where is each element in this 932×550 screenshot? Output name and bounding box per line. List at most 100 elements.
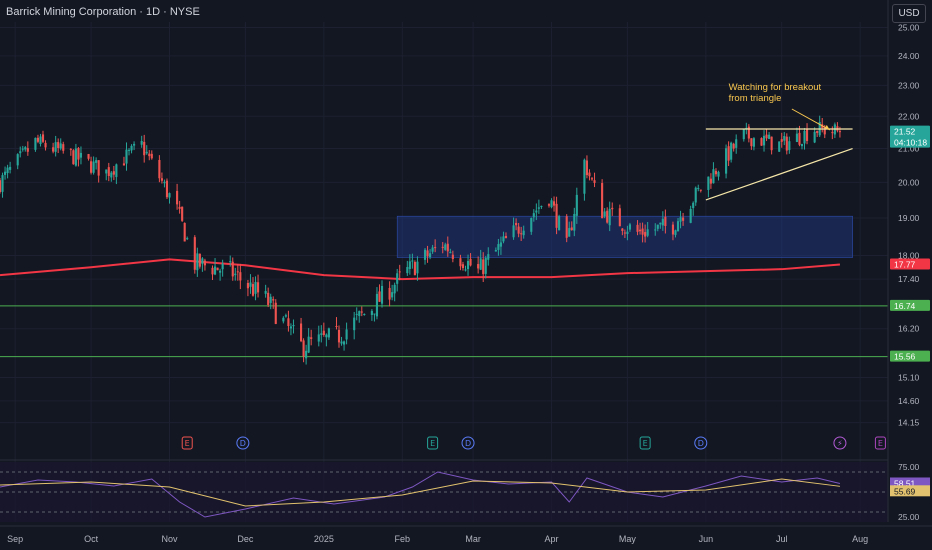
candle [57, 138, 60, 154]
candle [694, 186, 697, 206]
annotation-arrow-head [824, 125, 830, 130]
price-axis-label: 23.00 [898, 80, 920, 90]
candle [575, 187, 578, 224]
candle [730, 141, 733, 163]
candle [105, 169, 108, 181]
candle [411, 253, 414, 269]
candle [26, 141, 29, 156]
candle [679, 210, 682, 229]
candle [570, 221, 573, 231]
candle [246, 279, 249, 297]
rsi-axis-label: 25.00 [898, 512, 920, 522]
candle [320, 325, 323, 343]
candle [92, 156, 95, 175]
candle [221, 259, 224, 277]
candle [353, 311, 356, 340]
candle [780, 132, 783, 148]
candle [499, 236, 502, 255]
candle [264, 284, 267, 298]
candle [795, 127, 798, 143]
candle [229, 255, 232, 267]
candle [836, 122, 839, 133]
candle [725, 144, 728, 179]
candle [707, 176, 710, 198]
candle [588, 169, 591, 181]
candle [628, 222, 632, 232]
candle [464, 265, 467, 272]
candle [601, 179, 604, 219]
candle [674, 229, 677, 238]
candle [762, 130, 766, 152]
price-axis-label: 14.15 [898, 418, 920, 428]
candle [608, 201, 611, 232]
currency-button[interactable]: USD [892, 4, 926, 23]
candle [484, 255, 487, 279]
rsi-line [0, 471, 841, 518]
candle [24, 146, 27, 152]
candle [742, 129, 745, 142]
time-axis-label: Dec [237, 534, 254, 544]
candle [646, 222, 649, 238]
candle [714, 168, 718, 177]
candle [813, 127, 816, 144]
candle [449, 248, 452, 254]
candle [434, 239, 437, 253]
candle [163, 179, 166, 188]
candle [289, 323, 293, 336]
candle [391, 284, 394, 301]
price-axis-label: 24.00 [898, 51, 920, 61]
candle [788, 136, 791, 154]
candle [426, 245, 429, 263]
candle [540, 205, 543, 209]
candle [201, 257, 204, 272]
candle [732, 142, 735, 152]
candle [671, 221, 675, 241]
candle [160, 172, 163, 184]
candle [618, 204, 621, 227]
candle [158, 155, 161, 183]
svg-text:⚡: ⚡ [837, 439, 843, 448]
candle [393, 282, 396, 302]
candle [299, 317, 303, 343]
candle [292, 319, 295, 334]
candle [459, 254, 462, 271]
candle [198, 253, 201, 269]
time-axis-label: 2025 [314, 534, 334, 544]
support-upper-tag-bg [890, 299, 930, 311]
price-axis-label: 20.00 [898, 177, 920, 187]
candle [249, 274, 252, 294]
candle [269, 293, 272, 310]
event-marker-earnings: E [427, 436, 439, 450]
candle [606, 207, 609, 224]
time-axis-label: Apr [545, 534, 559, 544]
candle [231, 257, 234, 281]
candle [211, 265, 214, 281]
candle [69, 148, 72, 156]
support-upper-tag: 16.74 [894, 301, 916, 311]
candle [203, 258, 206, 271]
triangle-support-line [705, 147, 853, 201]
candle [1, 172, 4, 198]
ma-price-tag: 17.77 [894, 259, 916, 269]
candle [398, 264, 401, 281]
svg-text:E: E [878, 439, 883, 448]
candle [676, 218, 680, 232]
candle [664, 209, 667, 234]
candle [444, 242, 447, 251]
time-axis-label: Jun [699, 534, 714, 544]
candle [168, 192, 171, 204]
candle [373, 313, 376, 322]
candle [552, 196, 556, 212]
candle [370, 309, 373, 321]
candle [375, 287, 379, 320]
candle [593, 172, 596, 188]
candle [547, 203, 551, 208]
candle [327, 327, 330, 340]
candle [413, 260, 416, 276]
candle [140, 135, 143, 148]
candle [87, 153, 90, 161]
candle [36, 134, 40, 144]
candle [355, 307, 358, 321]
candle [466, 254, 470, 276]
